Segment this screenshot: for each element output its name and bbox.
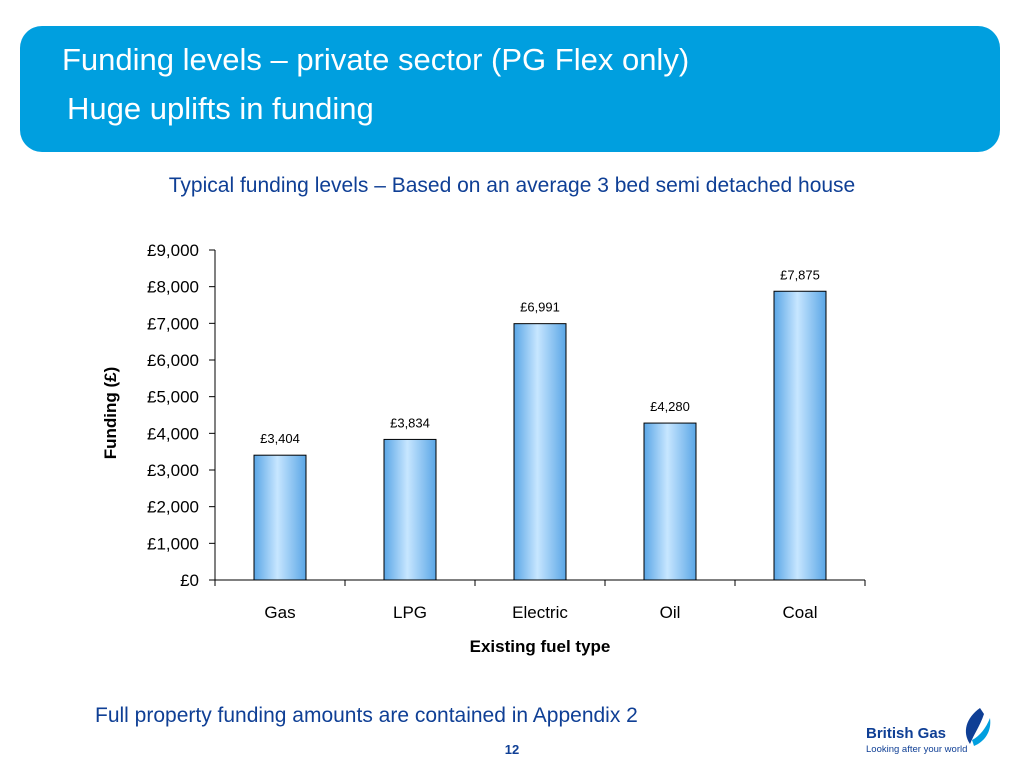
slide-title: Funding levels – private sector (PG Flex… [62, 42, 690, 77]
y-tick-label: £7,000 [147, 314, 199, 333]
british-gas-logo: British Gas Looking after your world [866, 708, 991, 755]
title-banner [20, 26, 1000, 152]
y-tick-label: £2,000 [147, 498, 199, 517]
y-tick-label: £1,000 [147, 534, 199, 553]
x-tick-label: Gas [264, 603, 295, 622]
x-tick-label: LPG [393, 603, 427, 622]
bar-oil [643, 422, 697, 581]
data-label: £6,991 [520, 300, 560, 315]
logo-tagline: Looking after your world [866, 744, 967, 755]
slide-subtitle: Huge uplifts in funding [67, 91, 374, 126]
logo-brand-text: British Gas [866, 725, 946, 742]
data-label: £7,875 [780, 267, 820, 282]
bar-electric [513, 323, 567, 581]
x-tick-label: Oil [660, 603, 681, 622]
y-tick-label: £8,000 [147, 278, 199, 297]
data-label: £4,280 [650, 399, 690, 414]
y-tick-label: £3,000 [147, 461, 199, 480]
x-axis-title: Existing fuel type [470, 637, 611, 656]
y-tick-label: £6,000 [147, 351, 199, 370]
y-axis-title: Funding (£) [101, 367, 120, 460]
chart-heading: Typical funding levels – Based on an ave… [168, 174, 856, 197]
y-tick-label: £0 [180, 571, 199, 590]
x-tick-label: Coal [783, 603, 818, 622]
y-tick-label: £4,000 [147, 424, 199, 443]
data-label: £3,834 [390, 415, 430, 430]
bar-gas [253, 454, 307, 581]
page-number: 12 [504, 742, 520, 757]
y-tick-label: £9,000 [147, 241, 199, 260]
data-label: £3,404 [260, 431, 300, 446]
x-tick-label: Electric [512, 603, 568, 622]
y-tick-label: £5,000 [147, 388, 199, 407]
bar-coal [773, 290, 827, 581]
footnote: Full property funding amounts are contai… [95, 704, 638, 727]
bar-lpg [383, 438, 437, 581]
